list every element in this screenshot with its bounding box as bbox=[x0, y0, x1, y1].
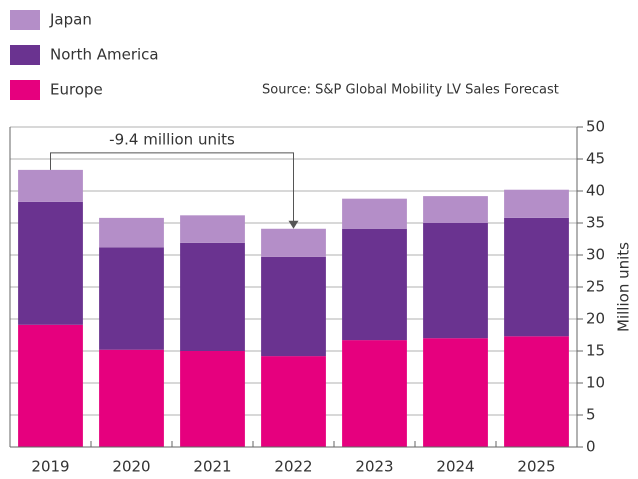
bar-segment bbox=[99, 247, 164, 350]
bar-segment bbox=[180, 351, 245, 447]
bar-segment bbox=[18, 201, 83, 325]
legend-label: Europe bbox=[50, 81, 103, 99]
bar-segment bbox=[99, 349, 164, 447]
bar-segment bbox=[423, 223, 488, 339]
x-tick-label: 2019 bbox=[31, 458, 69, 476]
y-tick-label: 15 bbox=[586, 342, 605, 360]
annotation-arrow bbox=[288, 220, 299, 229]
y-tick-label: 50 bbox=[586, 118, 605, 136]
legend-label: North America bbox=[50, 46, 159, 64]
bar-segment bbox=[342, 340, 407, 447]
bar-segment bbox=[504, 189, 569, 218]
bar-segment bbox=[18, 169, 83, 202]
annotation-bracket bbox=[50, 152, 294, 223]
bar-segment bbox=[180, 215, 245, 243]
y-tick-label: 10 bbox=[586, 374, 605, 392]
y-tick-label: 40 bbox=[586, 182, 605, 200]
y-tick-label: 35 bbox=[586, 214, 605, 232]
bar-segment bbox=[504, 217, 569, 337]
bar-segment bbox=[423, 338, 488, 447]
annotation: -9.4 million units bbox=[109, 130, 235, 148]
y-tick-label: 5 bbox=[586, 406, 596, 424]
legend-swatch bbox=[10, 80, 40, 100]
bar-segment bbox=[18, 324, 83, 447]
bar-segment bbox=[99, 217, 164, 248]
legend-swatch bbox=[10, 45, 40, 65]
y-tick-label: 0 bbox=[586, 438, 596, 456]
bar-segment bbox=[261, 256, 326, 357]
bar-segment bbox=[261, 356, 326, 447]
legend-swatch bbox=[10, 10, 40, 30]
y-tick-label: 20 bbox=[586, 310, 605, 328]
bar-segment bbox=[423, 196, 488, 223]
bar-segment bbox=[261, 228, 326, 257]
x-tick-label: 2025 bbox=[517, 458, 555, 476]
y-tick-label: 45 bbox=[586, 150, 605, 168]
bar-segment bbox=[180, 242, 245, 351]
bar-segment bbox=[504, 336, 569, 447]
bar-segment bbox=[342, 228, 407, 341]
x-tick-label: 2021 bbox=[193, 458, 231, 476]
bar-segment bbox=[342, 198, 407, 229]
y-tick-label: 30 bbox=[586, 246, 605, 264]
source: Source: S&P Global Mobility LV Sales For… bbox=[262, 83, 559, 98]
x-tick-label: 2024 bbox=[436, 458, 474, 476]
x-tick-label: 2022 bbox=[274, 458, 312, 476]
y-tick-label: 25 bbox=[586, 278, 605, 296]
x-tick-label: 2020 bbox=[112, 458, 150, 476]
legend-label: Japan bbox=[49, 11, 92, 29]
y-axis-label: Million units bbox=[615, 242, 633, 332]
x-tick-label: 2023 bbox=[355, 458, 393, 476]
